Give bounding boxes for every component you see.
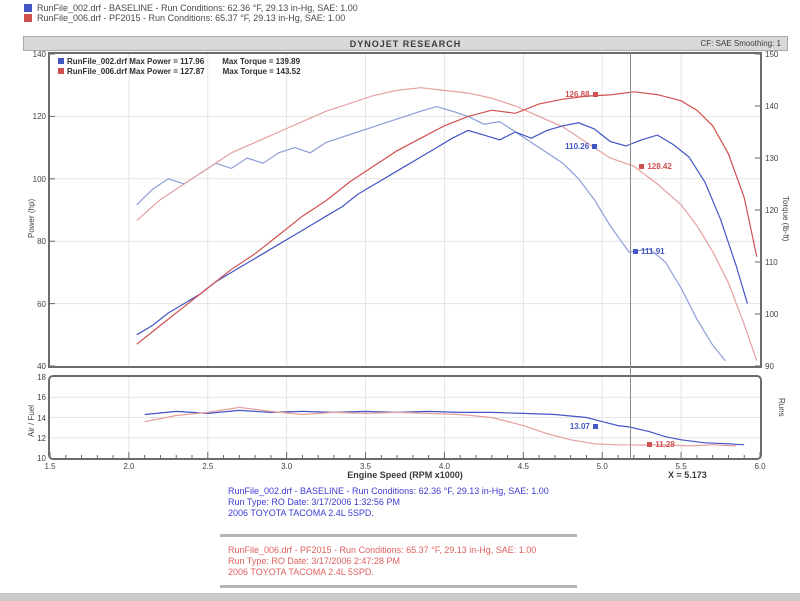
- torque-axis-tick-label: 90: [765, 362, 774, 371]
- rpm-axis-tick-label: 3.5: [359, 462, 372, 471]
- power-axis-tick-label: 100: [32, 174, 46, 184]
- rpm-axis-tick-label: 2.5: [202, 462, 214, 471]
- torque-axis-tick-label: 100: [765, 310, 779, 319]
- red-value-marker: 126.88: [562, 90, 598, 99]
- afr-axis-tick-label: 12: [37, 433, 46, 443]
- pf-legend-chip: [24, 14, 32, 22]
- page-bottom-edge: [0, 593, 800, 601]
- rpm-axis-tick-label: 2.0: [123, 462, 135, 471]
- afr-axis-tick-label: 18: [37, 373, 46, 382]
- afr-right-axis-title: Runs: [777, 398, 786, 417]
- baseline-legend-chip: [24, 4, 32, 12]
- baseline-run-info: RunFile_002.drf - BASELINE - Run Conditi…: [228, 486, 549, 519]
- chart-legend-row-pf: RunFile_006.drf Max Power = 127.87 Max To…: [58, 67, 301, 76]
- baseline-vehicle: 2006 TOYOTA TACOMA 2.4L 5SPD.: [228, 508, 374, 518]
- pf-series-chip: [58, 68, 64, 74]
- torque-axis-tick-label: 150: [765, 50, 779, 59]
- torque-axis-title: Torque (lb-ft): [781, 196, 790, 242]
- baseline-torque-curve: [136, 105, 726, 362]
- baseline-max-power: RunFile_002.drf Max Power = 117.96: [67, 57, 205, 66]
- chart-legend-row-baseline: RunFile_002.drf Max Power = 117.96 Max To…: [58, 57, 300, 66]
- pf-run-date: Run Type: RO Date: 3/17/2006 2:47:28 PM: [228, 556, 400, 566]
- pf-power-curve: [136, 91, 758, 345]
- baseline-max-torque: Max Torque = 139.89: [222, 57, 301, 66]
- power-axis-title: Power (hp): [27, 198, 36, 238]
- page-title: DYNOJET RESEARCH: [349, 39, 462, 49]
- rpm-axis-tick-label: 1.5: [44, 462, 56, 471]
- pf-max-torque: Max Torque = 143.52: [222, 67, 301, 76]
- red-value-marker: 128.42: [639, 161, 674, 171]
- pf-vehicle: 2006 TOYOTA TACOMA 2.4L 5SPD.: [228, 567, 374, 577]
- rpm-axis-tick-label: 5.0: [596, 462, 608, 471]
- pf-torque-curve: [136, 87, 758, 361]
- rpm-cursor-line[interactable]: [629, 52, 631, 460]
- correction-factor-label: CF: SAE Smoothing: 1: [700, 39, 781, 48]
- divider-2: [220, 585, 577, 588]
- afr-axis-tick-label: 16: [37, 393, 46, 403]
- afr-axis-tick-label: 14: [37, 413, 46, 423]
- blue-value-marker: 110.26: [562, 142, 598, 151]
- power-torque-plot-area: [50, 54, 760, 366]
- pf-run-conditions: RunFile_006.drf - PF2015 - Run Condition…: [228, 545, 537, 555]
- power-axis-tick-label: 40: [37, 362, 46, 371]
- pf-run-info: RunFile_006.drf - PF2015 - Run Condition…: [228, 545, 536, 578]
- blue-value-marker: 13.07: [567, 422, 598, 431]
- torque-axis-tick-label: 120: [765, 206, 779, 215]
- rpm-axis-tick-label: 5.5: [675, 462, 687, 471]
- rpm-axis-tick-label: 6.0: [754, 462, 766, 471]
- blue-value-marker: 111.91: [633, 247, 668, 256]
- baseline-series-chip: [58, 58, 64, 64]
- x-axis-title: Engine Speed (RPM x1000): [347, 470, 463, 480]
- air-fuel-plot-area: [50, 377, 760, 458]
- title-bar: DYNOJET RESEARCH CF: SAE Smoothing: 1: [23, 36, 788, 51]
- baseline-power-curve: [136, 122, 748, 336]
- divider-1: [220, 534, 577, 537]
- baseline-afr-curve: [144, 409, 745, 446]
- rpm-axis-tick-label: 4.5: [517, 462, 529, 471]
- power-axis-tick-label: 60: [37, 299, 46, 309]
- rpm-axis-tick-label: 3.0: [281, 462, 293, 471]
- header-run2: RunFile_006.drf - PF2015 - Run Condition…: [37, 13, 346, 23]
- red-value-marker: 11.28: [647, 440, 678, 449]
- torque-axis-tick-label: 140: [765, 102, 779, 111]
- torque-axis-tick-label: 110: [765, 258, 778, 267]
- power-axis-tick-label: 120: [32, 112, 46, 122]
- power-torque-chart: RunFile_002.drf Max Power = 117.96 Max To…: [48, 52, 762, 368]
- rpm-axis-tick-label: 4.0: [438, 462, 450, 471]
- pf-afr-curve: [144, 406, 737, 447]
- header-run1: RunFile_002.drf - BASELINE - Run Conditi…: [37, 3, 358, 13]
- power-axis-tick-label: 80: [37, 237, 46, 247]
- afr-axis-tick-label: 10: [37, 454, 46, 463]
- air-fuel-chart: [48, 375, 762, 460]
- torque-axis-tick-label: 130: [765, 154, 779, 163]
- pf-max-power: RunFile_006.drf Max Power = 127.87: [67, 67, 205, 76]
- cursor-x-readout: X = 5.173: [668, 470, 707, 480]
- power-axis-tick-label: 140: [32, 50, 46, 59]
- baseline-run-date: Run Type: RO Date: 3/17/2006 1:32:56 PM: [228, 497, 400, 507]
- baseline-run-conditions: RunFile_002.drf - BASELINE - Run Conditi…: [228, 486, 549, 496]
